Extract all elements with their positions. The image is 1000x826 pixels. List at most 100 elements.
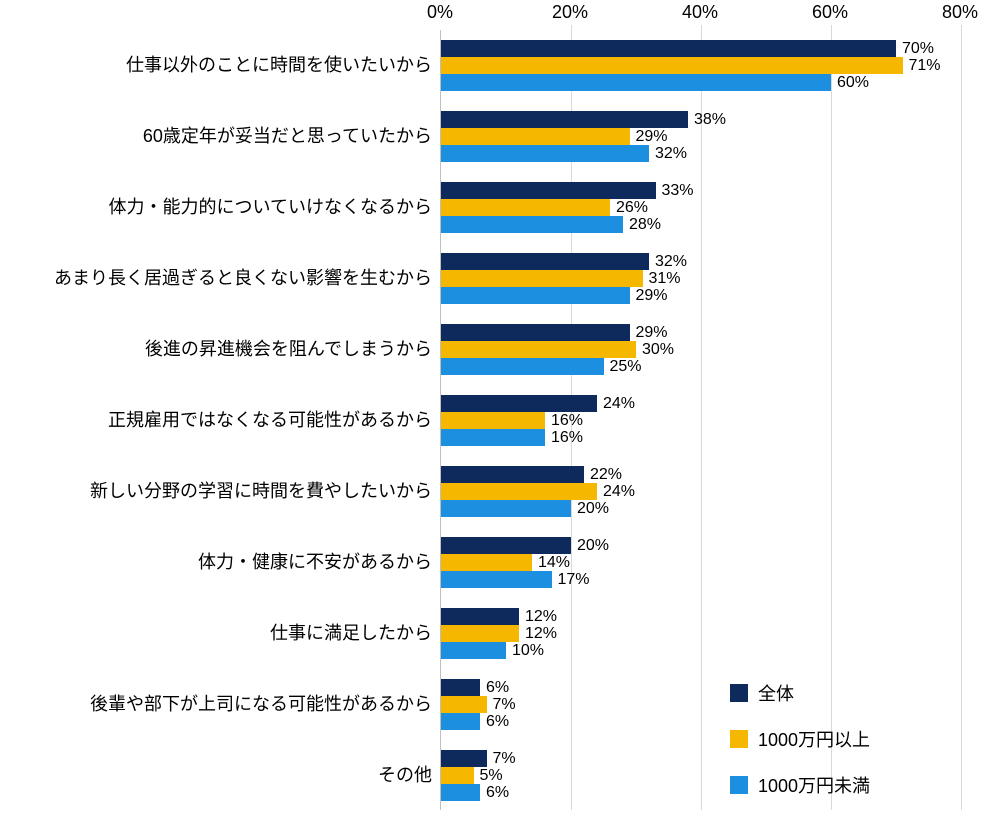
category-label: 体力・健康に不安があるから <box>2 552 432 574</box>
bar: 7% <box>441 696 487 713</box>
bar-value: 60% <box>831 74 869 92</box>
bar: 5% <box>441 767 474 784</box>
bar-value: 25% <box>604 358 642 376</box>
bar-row: 14% <box>441 554 961 571</box>
bar-value: 24% <box>597 395 635 413</box>
bar: 30% <box>441 341 636 358</box>
bar-group: 12%12%10% <box>441 608 961 659</box>
bar-row: 29% <box>441 128 961 145</box>
bar-value: 12% <box>519 608 557 626</box>
legend-swatch-ge10m <box>730 730 748 748</box>
x-tick-0: 0% <box>427 2 453 23</box>
plot-area: 70%71%60%38%29%32%33%26%28%32%31%29%29%3… <box>440 30 961 810</box>
bar-row: 6% <box>441 679 961 696</box>
bar-row: 20% <box>441 500 961 517</box>
bar-row: 38% <box>441 111 961 128</box>
x-tick-80: 80% <box>942 2 978 23</box>
bar-row: 29% <box>441 324 961 341</box>
legend: 全体 1000万円以上 1000万円未満 <box>730 680 870 818</box>
bar-group: 22%24%20% <box>441 466 961 517</box>
bar-value: 7% <box>487 750 516 768</box>
bar: 29% <box>441 324 630 341</box>
legend-label-ge10m: 1000万円以上 <box>758 726 870 752</box>
bar: 60% <box>441 74 831 91</box>
bar-row: 22% <box>441 466 961 483</box>
bar-row: 16% <box>441 429 961 446</box>
bar: 24% <box>441 395 597 412</box>
legend-label-lt10m: 1000万円未満 <box>758 772 870 798</box>
bar-value: 32% <box>649 145 687 163</box>
category-label: 仕事以外のことに時間を使いたいから <box>2 55 432 77</box>
bar-row: 30% <box>441 341 961 358</box>
bar: 33% <box>441 182 656 199</box>
bar-row: 10% <box>441 642 961 659</box>
bar-value: 31% <box>643 270 681 288</box>
bar-value: 24% <box>597 483 635 501</box>
category-label: 仕事に満足したから <box>2 623 432 645</box>
bar-value: 32% <box>649 253 687 271</box>
bar: 10% <box>441 642 506 659</box>
bar-value: 7% <box>487 696 516 714</box>
bar-group: 24%16%16% <box>441 395 961 446</box>
bar-row: 71% <box>441 57 961 74</box>
bar: 20% <box>441 500 571 517</box>
bar-value: 22% <box>584 466 622 484</box>
x-tick-60: 60% <box>812 2 848 23</box>
category-label: その他 <box>2 765 432 787</box>
bar: 29% <box>441 287 630 304</box>
bar: 31% <box>441 270 643 287</box>
bar: 6% <box>441 713 480 730</box>
bar-row: 12% <box>441 608 961 625</box>
bar-row: 31% <box>441 270 961 287</box>
bar-value: 29% <box>630 287 668 305</box>
bar-group: 38%29%32% <box>441 111 961 162</box>
legend-swatch-all <box>730 684 748 702</box>
bar-value: 16% <box>545 429 583 447</box>
category-label: あまり長く居過ぎると良くない影響を生むから <box>2 268 432 290</box>
legend-item-ge10m: 1000万円以上 <box>730 726 870 752</box>
bar-group: 20%14%17% <box>441 537 961 588</box>
bar: 14% <box>441 554 532 571</box>
bar-row: 29% <box>441 287 961 304</box>
bar-row: 32% <box>441 145 961 162</box>
bar-group: 70%71% 60% <box>441 40 961 91</box>
bar: 26% <box>441 199 610 216</box>
category-label: 後進の昇進機会を阻んでしまうから <box>2 339 432 361</box>
bar-group: 29%30%25% <box>441 324 961 375</box>
legend-item-all: 全体 <box>730 680 870 706</box>
legend-item-lt10m: 1000万円未満 <box>730 772 870 798</box>
bar-row: 24% <box>441 483 961 500</box>
bar-value: 20% <box>571 500 609 518</box>
bar-row: 6% <box>441 784 961 801</box>
bar: 16% <box>441 412 545 429</box>
category-label: 60歳定年が妥当だと思っていたから <box>2 126 432 148</box>
bar-row: 7% <box>441 750 961 767</box>
bar-row: 5% <box>441 767 961 784</box>
bar-value: 30% <box>636 341 674 359</box>
bar-value: 38% <box>688 111 726 129</box>
bar-value: 70% <box>896 40 934 58</box>
bar-row: 33% <box>441 182 961 199</box>
bar-value: 29% <box>630 128 668 146</box>
bar-value: 6% <box>480 784 509 802</box>
bar: 12% <box>441 608 519 625</box>
bar: 6% <box>441 679 480 696</box>
bar-value: 5% <box>474 767 503 785</box>
bar: 12% <box>441 625 519 642</box>
bar-row: 60% <box>441 74 961 91</box>
bar: 32% <box>441 253 649 270</box>
legend-label-all: 全体 <box>758 680 794 706</box>
bar: 20% <box>441 537 571 554</box>
legend-swatch-lt10m <box>730 776 748 794</box>
category-label: 体力・能力的についていけなくなるから <box>2 197 432 219</box>
bar: 38% <box>441 111 688 128</box>
bar-value: 26% <box>610 199 648 217</box>
bar-value: 20% <box>571 537 609 555</box>
bar-value: 17% <box>552 571 590 589</box>
category-label: 後輩や部下が上司になる可能性があるから <box>2 694 432 716</box>
bar-row: 24% <box>441 395 961 412</box>
bar: 16% <box>441 429 545 446</box>
bar: 17% <box>441 571 552 588</box>
bar-value: 71% <box>903 57 941 75</box>
bar-value: 10% <box>506 642 544 660</box>
